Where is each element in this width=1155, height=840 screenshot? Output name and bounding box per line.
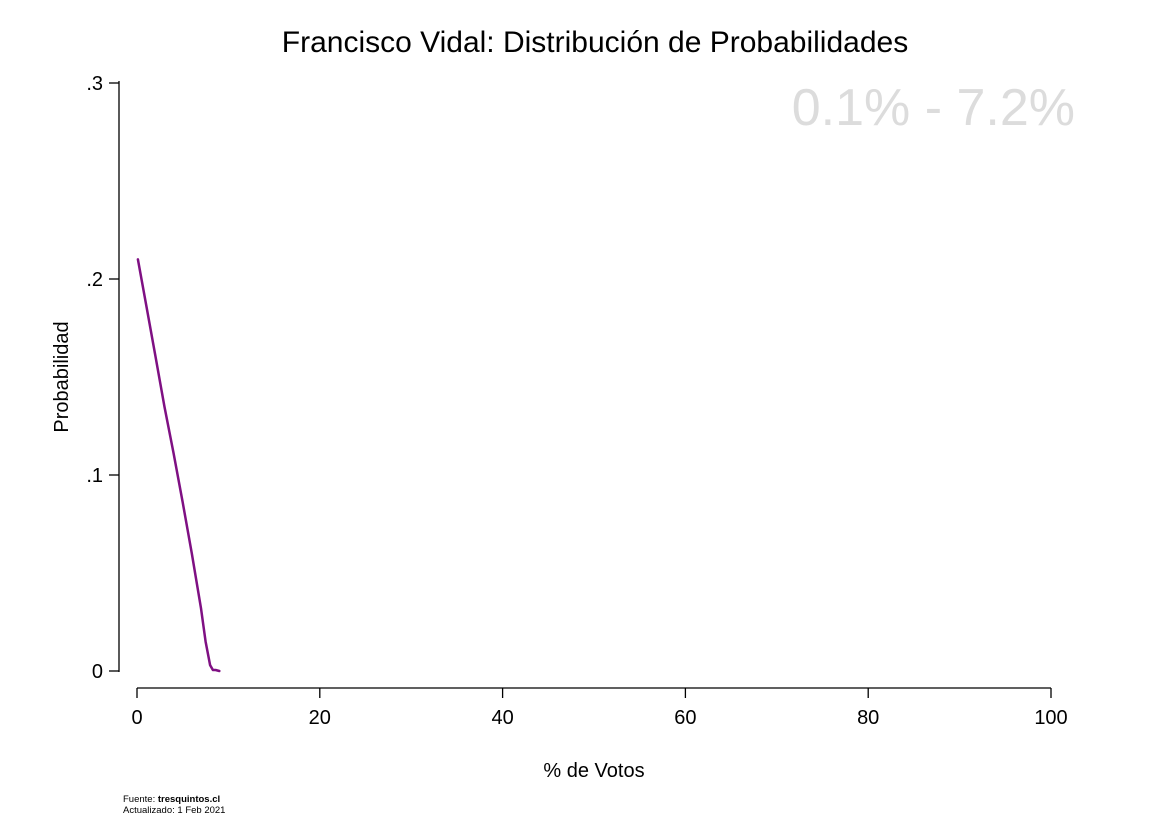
source-name: tresquintos.cl: [157, 794, 221, 805]
x-ticks: 0 20 40 60 80 100: [131, 688, 1068, 729]
x-axis-label: % de Votos: [543, 760, 644, 782]
range-label: 0.1% - 7.2%: [792, 79, 1075, 137]
x-tick-label: 80: [857, 707, 879, 729]
source-line: Fuente: tresquintos.cl: [123, 794, 225, 805]
source-prefix: Fuente:: [123, 794, 158, 805]
y-tick-label: .2: [86, 269, 103, 291]
updated-line: Actualizado: 1 Feb 2021: [123, 805, 226, 816]
x-tick-label: 0: [131, 707, 142, 729]
x-tick-label: 60: [674, 707, 696, 729]
y-tick-label: 0: [92, 661, 103, 683]
chart-title: Francisco Vidal: Distribución de Probabi…: [282, 26, 908, 59]
footer: Fuente: tresquintos.cl Actualizado: 1 Fe…: [123, 794, 225, 816]
y-tick-label: .1: [86, 465, 103, 487]
x-tick-label: 100: [1034, 707, 1067, 729]
x-tick-label: 20: [309, 707, 331, 729]
y-ticks: 0 .1 .2 .3: [86, 73, 119, 683]
series-line: [136, 258, 221, 673]
series-layer: [136, 258, 221, 673]
y-axis-label: Probabilidad: [51, 321, 73, 432]
x-tick-label: 40: [491, 707, 513, 729]
y-tick-label: .3: [86, 73, 103, 95]
